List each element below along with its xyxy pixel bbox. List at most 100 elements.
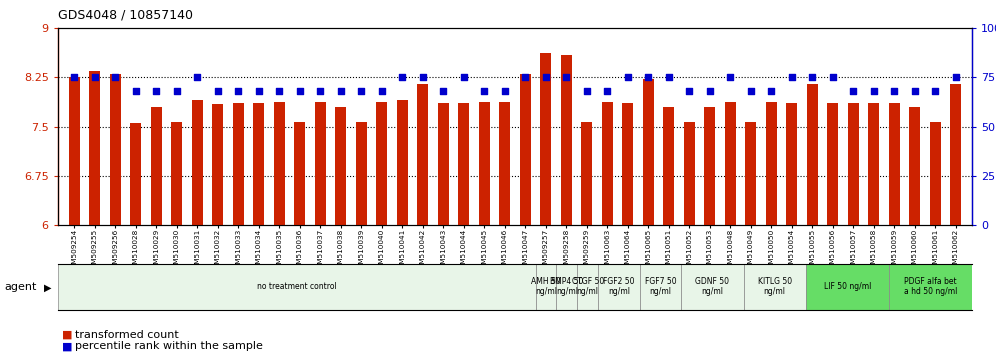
Point bbox=[927, 88, 943, 94]
Bar bbox=[520, 74, 531, 354]
Bar bbox=[929, 122, 941, 354]
Text: GDS4048 / 10857140: GDS4048 / 10857140 bbox=[58, 9, 193, 22]
Bar bbox=[786, 103, 798, 354]
Point bbox=[660, 75, 676, 80]
Point bbox=[394, 75, 410, 80]
Bar bbox=[458, 103, 469, 354]
Point bbox=[825, 75, 841, 80]
Bar bbox=[578, 264, 598, 310]
Bar bbox=[950, 84, 961, 354]
Point bbox=[722, 75, 738, 80]
Text: KITLG 50
ng/ml: KITLG 50 ng/ml bbox=[758, 277, 792, 296]
Bar bbox=[766, 102, 777, 354]
Text: LIF 50 ng/ml: LIF 50 ng/ml bbox=[824, 282, 872, 291]
Point bbox=[702, 88, 718, 94]
Text: ■: ■ bbox=[62, 341, 73, 351]
Point bbox=[271, 88, 287, 94]
Bar bbox=[639, 264, 681, 310]
Point bbox=[866, 88, 881, 94]
Point bbox=[108, 75, 124, 80]
Text: CTGF 50
ng/ml: CTGF 50 ng/ml bbox=[572, 277, 604, 296]
Point bbox=[127, 88, 143, 94]
Bar bbox=[827, 103, 839, 354]
Bar bbox=[561, 55, 572, 354]
Bar bbox=[232, 103, 244, 354]
Bar bbox=[888, 103, 899, 354]
Bar bbox=[557, 264, 578, 310]
Bar bbox=[437, 103, 449, 354]
Point bbox=[374, 88, 389, 94]
Bar bbox=[683, 122, 695, 354]
Point bbox=[497, 88, 513, 94]
Bar bbox=[171, 122, 182, 354]
Point bbox=[435, 88, 451, 94]
Point bbox=[620, 75, 635, 80]
Point bbox=[743, 88, 759, 94]
Text: AMH 50
ng/ml: AMH 50 ng/ml bbox=[531, 277, 561, 296]
Bar bbox=[663, 107, 674, 354]
Bar bbox=[581, 122, 593, 354]
Bar bbox=[642, 79, 653, 354]
Bar bbox=[110, 74, 121, 354]
Bar bbox=[602, 102, 613, 354]
Point bbox=[251, 88, 267, 94]
Bar bbox=[622, 103, 633, 354]
Bar bbox=[150, 107, 161, 354]
Bar bbox=[396, 101, 407, 354]
Point bbox=[846, 88, 862, 94]
Text: GDNF 50
ng/ml: GDNF 50 ng/ml bbox=[695, 277, 729, 296]
Point bbox=[87, 75, 103, 80]
Point bbox=[230, 88, 246, 94]
Point bbox=[640, 75, 656, 80]
Point bbox=[354, 88, 370, 94]
Bar bbox=[89, 71, 101, 354]
Point bbox=[189, 75, 205, 80]
Point bbox=[804, 75, 820, 80]
Point bbox=[906, 88, 922, 94]
Bar bbox=[376, 102, 387, 354]
Bar bbox=[335, 107, 347, 354]
Bar bbox=[478, 102, 490, 354]
Bar bbox=[909, 107, 920, 354]
Point bbox=[558, 75, 574, 80]
Bar bbox=[540, 52, 552, 354]
Bar bbox=[294, 122, 306, 354]
Point bbox=[168, 88, 184, 94]
Point bbox=[784, 75, 800, 80]
Text: PDGF alfa bet
a hd 50 ng/ml: PDGF alfa bet a hd 50 ng/ml bbox=[903, 277, 957, 296]
Point bbox=[886, 88, 902, 94]
Bar bbox=[253, 103, 264, 354]
Point bbox=[210, 88, 226, 94]
Text: no treatment control: no treatment control bbox=[257, 282, 337, 291]
Point bbox=[333, 88, 349, 94]
Text: ■: ■ bbox=[62, 330, 73, 339]
Point bbox=[312, 88, 328, 94]
Bar bbox=[807, 84, 818, 354]
Bar bbox=[681, 264, 744, 310]
Text: FGF7 50
ng/ml: FGF7 50 ng/ml bbox=[644, 277, 676, 296]
Point bbox=[517, 75, 533, 80]
Point bbox=[948, 75, 964, 80]
Point bbox=[600, 88, 616, 94]
Point bbox=[681, 88, 697, 94]
Bar bbox=[274, 102, 285, 354]
Bar bbox=[536, 264, 557, 310]
Bar bbox=[130, 123, 141, 354]
Bar bbox=[191, 101, 203, 354]
Bar bbox=[806, 264, 889, 310]
Point bbox=[148, 88, 164, 94]
Bar bbox=[724, 102, 736, 354]
Text: percentile rank within the sample: percentile rank within the sample bbox=[75, 341, 263, 351]
Bar bbox=[745, 122, 756, 354]
Text: BMP4 50
ng/ml: BMP4 50 ng/ml bbox=[550, 277, 584, 296]
Text: transformed count: transformed count bbox=[75, 330, 178, 339]
Point bbox=[763, 88, 779, 94]
Point bbox=[579, 88, 595, 94]
Bar bbox=[499, 102, 510, 354]
Bar bbox=[869, 103, 879, 354]
Text: ▶: ▶ bbox=[44, 282, 52, 292]
Text: FGF2 50
ng/ml: FGF2 50 ng/ml bbox=[604, 277, 634, 296]
Point bbox=[292, 88, 308, 94]
Bar bbox=[744, 264, 806, 310]
Bar bbox=[58, 264, 536, 310]
